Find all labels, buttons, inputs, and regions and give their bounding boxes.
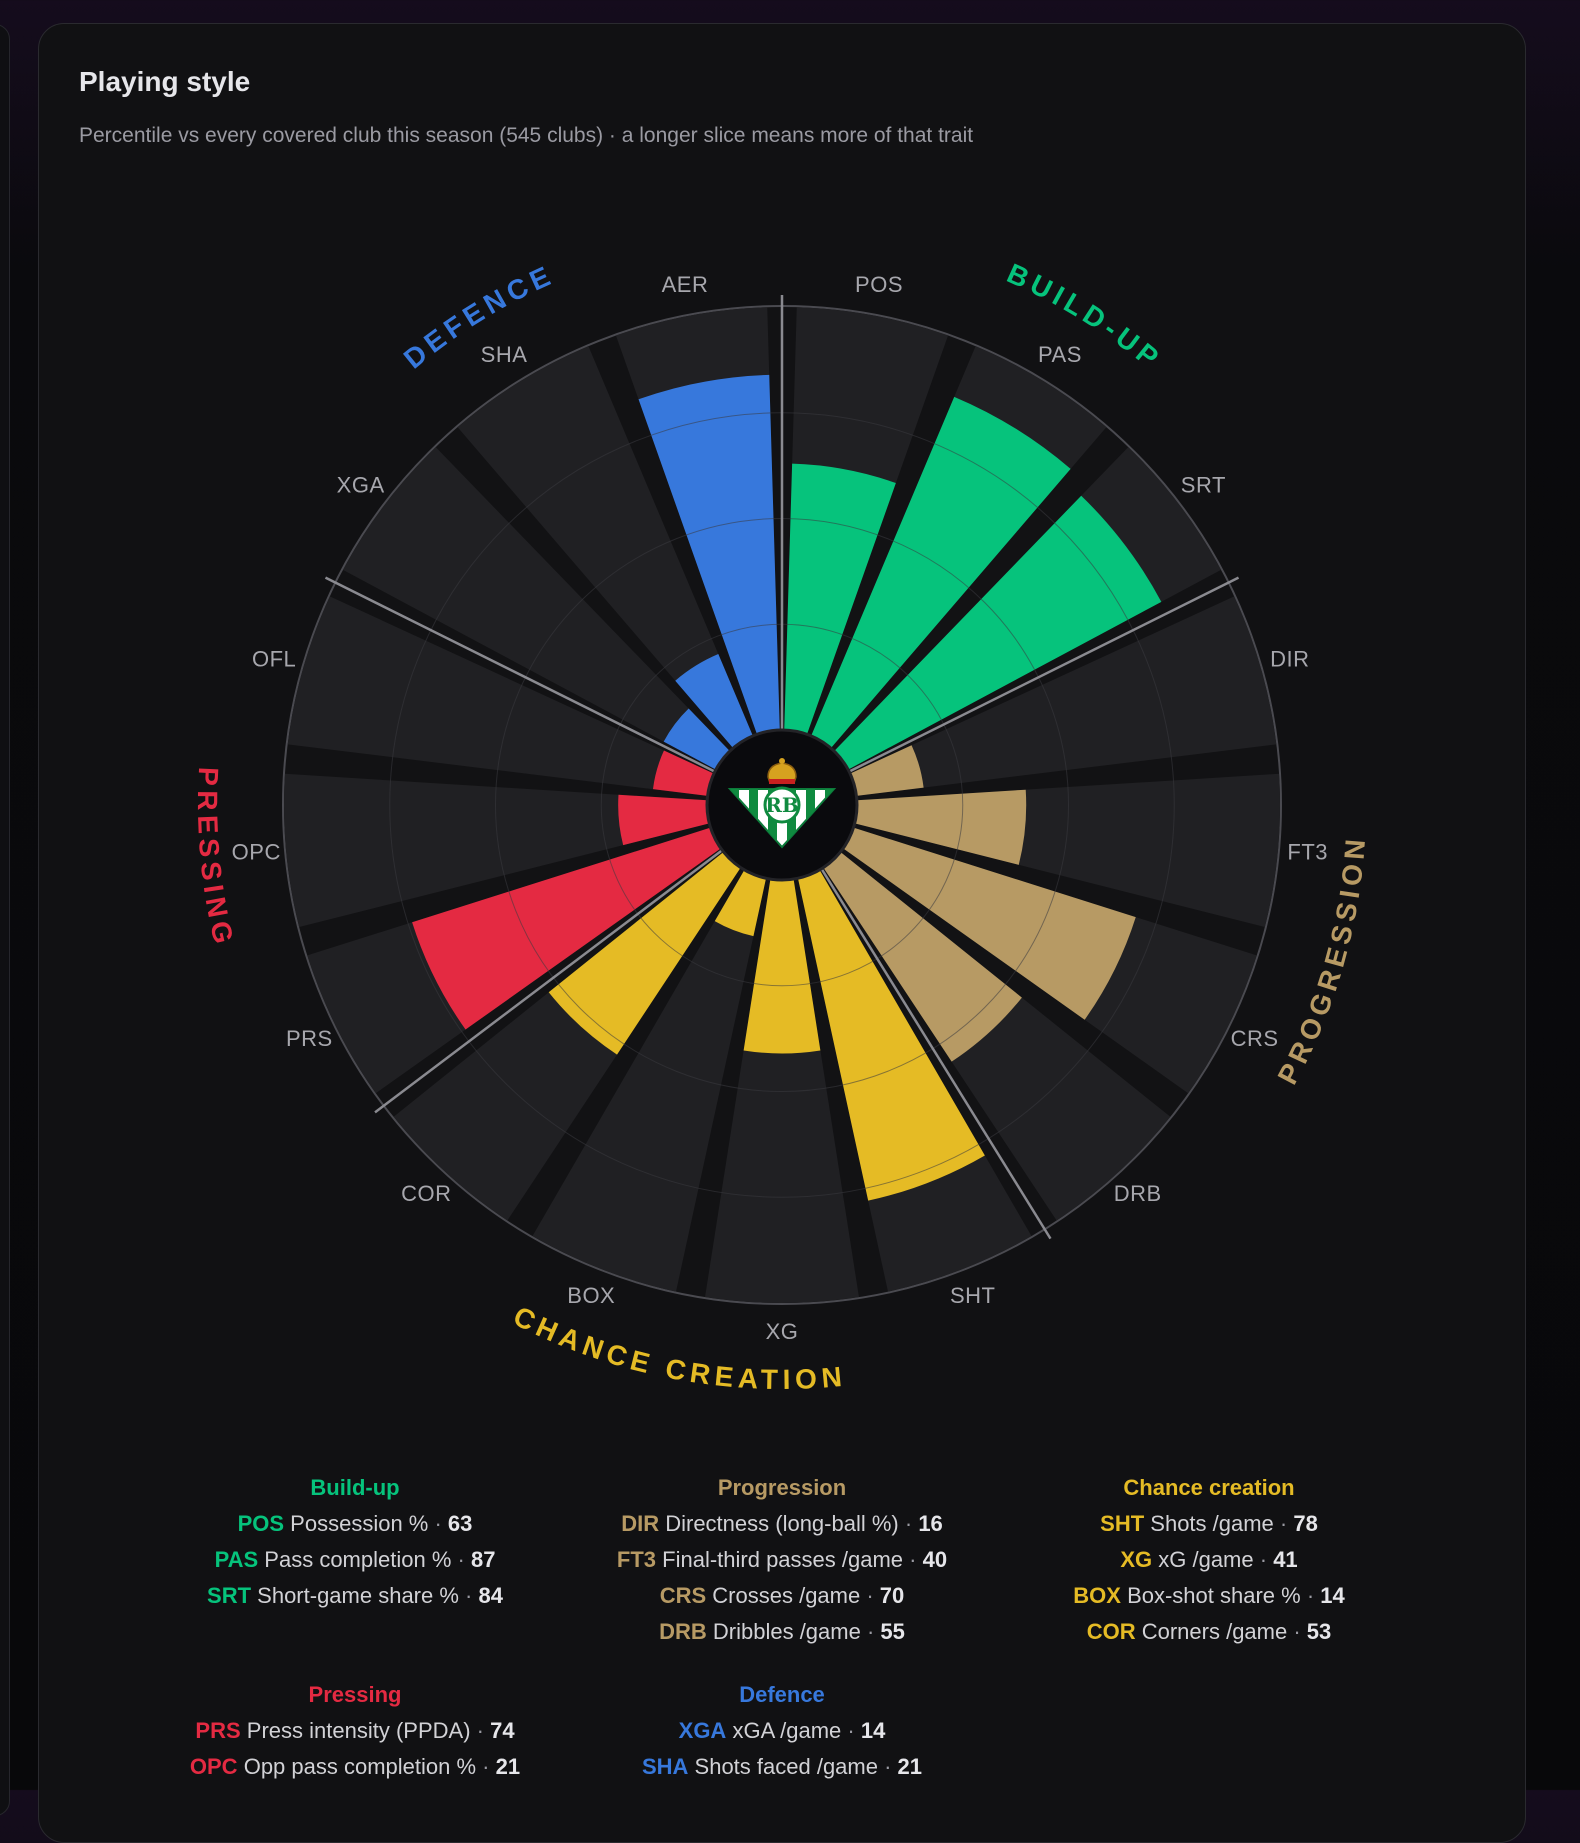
playing-style-radar: RB POS PAS SRT DIR FT3 CRS DRB SHT XG BOX COR PRS OPC… <box>192 257 1372 1395</box>
slice-bar-cor <box>548 851 741 1055</box>
legend-row-ft3: FT3 Final-third passes /game · 40 <box>616 1547 948 1572</box>
svg-text:RB: RB <box>765 793 799 817</box>
legend-title: Build-up <box>310 1475 400 1500</box>
legend-row-pas: PAS Pass completion % · 87 <box>214 1547 496 1572</box>
legend-row-prs: PRS Press intensity (PPDA) · 74 <box>195 1718 515 1743</box>
slice-bar-opc <box>618 794 710 846</box>
legend-row-pos: POS Possession % · 63 <box>237 1511 473 1536</box>
metric-label-crs: CRS <box>1231 1026 1279 1051</box>
group-title-build: BUILD-UP <box>1003 257 1169 376</box>
metric-label-ofl: OFL <box>252 646 296 671</box>
group-divider <box>324 576 716 773</box>
metric-label-pos: POS <box>855 272 903 297</box>
slice-background-box <box>532 869 767 1292</box>
legend-row-xga: XGA xGA /game · 14 <box>678 1718 886 1743</box>
slice-background-sha <box>457 346 753 749</box>
slice-bar-sha <box>675 654 753 749</box>
slice-bar-crs <box>843 827 1136 1020</box>
legend-title: Defence <box>739 1682 825 1707</box>
slice-background-xga <box>342 447 730 770</box>
legend-row-sha: SHA Shots faced /game · 21 <box>641 1754 923 1779</box>
metric-label-opc: OPC <box>232 840 281 865</box>
legend-row-box: BOX Box-shot share % · 14 <box>1073 1583 1345 1608</box>
card-subtitle: Percentile vs every covered club this se… <box>79 124 974 147</box>
card-title: Playing style <box>79 66 251 97</box>
metric-label-ft3: FT3 <box>1287 840 1328 865</box>
metric-label-sha: SHA <box>481 342 528 367</box>
legend-group-build: Build-up POS Possession % · 63 PAS Pass co… <box>95 1470 615 1614</box>
metric-label-box: BOX <box>567 1283 615 1308</box>
legend-group-prog: Progression DIR Directness (long-ball %) … <box>522 1470 1042 1650</box>
slice-bar-xga <box>663 708 730 770</box>
slice-bar-srt <box>834 495 1162 770</box>
metric-label-xg: XG <box>766 1319 799 1344</box>
group-divider <box>820 868 1052 1240</box>
slice-bar-box <box>714 869 767 937</box>
slice-bar-ofl <box>652 750 714 796</box>
group-title-prog: PROGRESSION <box>1272 833 1372 1089</box>
slice-bar-prs <box>412 827 721 1030</box>
slice-bar-drb <box>823 851 1022 1062</box>
legend-row-sht: SHT Shots /game · 78 <box>1100 1511 1318 1536</box>
legend-row-opc: OPC Opp pass completion % · 21 <box>189 1754 521 1779</box>
legend-row-dir: DIR Directness (long-ball %) · 16 <box>621 1511 943 1536</box>
slice-bar-pas <box>811 396 1071 749</box>
slice-bar-sht <box>797 869 985 1201</box>
metric-label-aer: AER <box>662 272 709 297</box>
slice-bar-ft3 <box>854 789 1027 865</box>
metric-label-drb: DRB <box>1114 1181 1162 1206</box>
metric-label-dir: DIR <box>1270 646 1309 671</box>
metric-label-sht: SHT <box>950 1283 996 1308</box>
slice-background-opc <box>284 773 710 928</box>
legend-row-xg: XG xG /game · 41 <box>1120 1547 1298 1572</box>
legend-row-crs: CRS Crosses /game · 70 <box>659 1583 905 1608</box>
legend-title: Progression <box>717 1475 847 1500</box>
legend-row-srt: SRT Short-game share % · 84 <box>207 1583 503 1608</box>
legend-group-press: Pressing PRS Press intensity (PPDA) · 74 O… <box>95 1677 615 1785</box>
metric-label-xga: XGA <box>337 473 385 498</box>
slice-bar-aer <box>638 374 780 735</box>
group-divider <box>848 576 1240 773</box>
metric-label-srt: SRT <box>1181 473 1226 498</box>
group-divider <box>374 849 723 1114</box>
legend-row-cor: COR Corners /game · 53 <box>1086 1619 1332 1644</box>
group-title-def: DEFENCE <box>398 259 559 375</box>
slice-bar-dir <box>850 745 924 796</box>
legend-row-drb: DRB Dribbles /game · 55 <box>659 1619 905 1644</box>
legend-group-chance: Chance creation SHT Shots /game · 78 XG xG… <box>949 1470 1469 1650</box>
group-title-chance: CHANCE CREATION <box>509 1300 848 1395</box>
metric-label-pas: PAS <box>1038 342 1082 367</box>
slice-bar-xg <box>743 879 821 1054</box>
legend-group-def: Defence XGA xGA /game · 14 SHA Shots faced… <box>522 1677 1042 1785</box>
legend-title: Pressing <box>308 1682 402 1707</box>
legend-title: Chance creation <box>1123 1475 1295 1500</box>
metric-label-cor: COR <box>401 1181 451 1206</box>
metric-label-prs: PRS <box>286 1026 333 1051</box>
